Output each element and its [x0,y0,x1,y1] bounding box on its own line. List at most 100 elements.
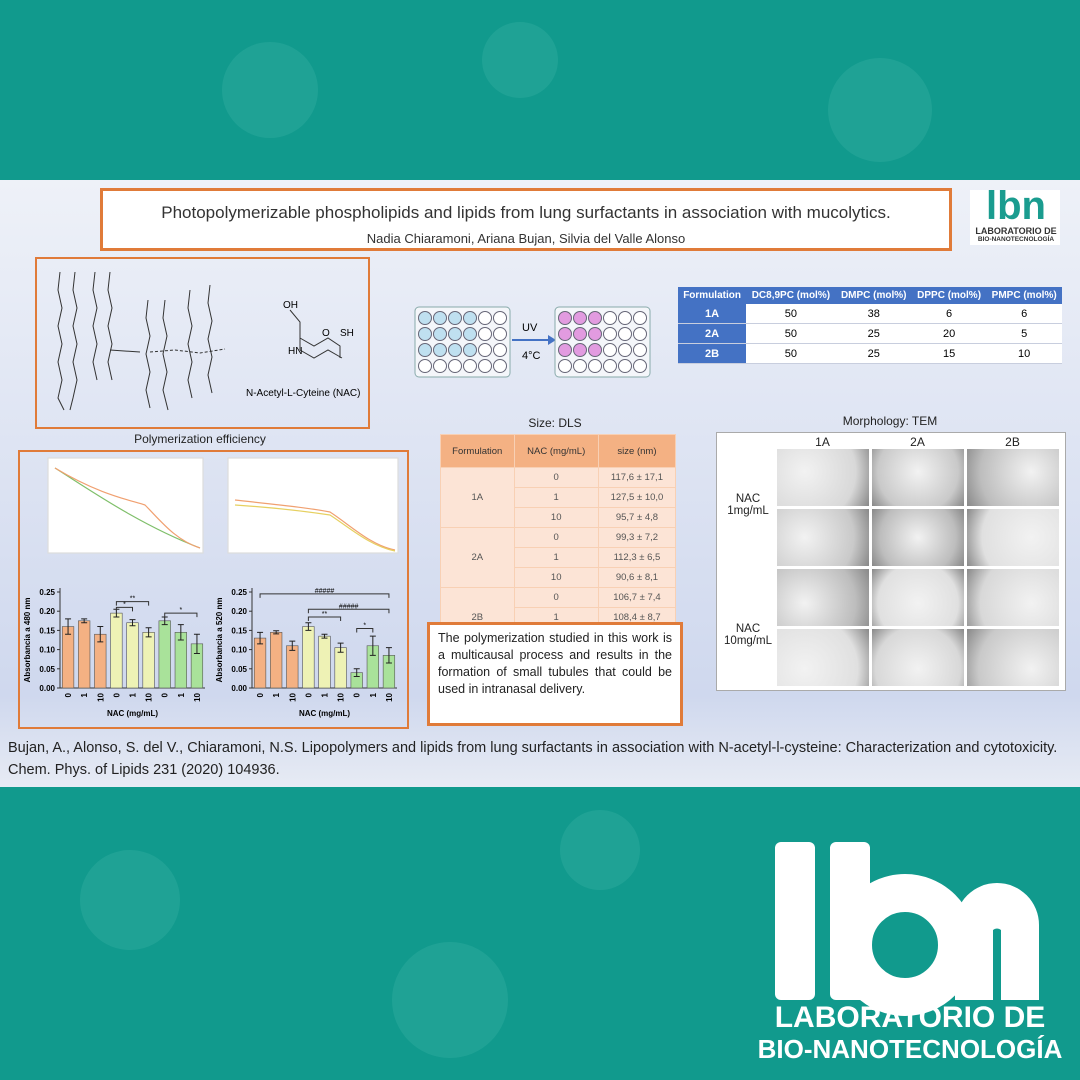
significance-label: ##### [339,603,359,610]
table-cell: 50 [746,304,836,324]
table-cell: 1A [678,304,747,324]
nac-cell: 1 [513,547,599,568]
spectrum-frame [227,457,399,554]
table-cell: 50 [746,323,836,344]
chain [92,271,98,381]
x-axis-label: NAC (mg/mL) [299,709,350,718]
nac-cell: 0 [513,467,599,488]
header-cell: DMPC (mol%) [835,287,912,304]
well [588,343,602,357]
well [433,359,447,373]
y-tick-label: 0.15 [39,626,55,635]
well [478,359,492,373]
logo-line: LABORATORIO DE [975,226,1057,236]
chain [162,299,169,411]
table-cell: 2B [678,343,747,364]
well [478,311,492,325]
well [493,327,507,341]
header-cell: Formulation [440,434,515,468]
tem-image [777,449,869,506]
x-tick-label: 1 [177,692,186,697]
well [463,327,477,341]
column-label: 1A [815,435,830,449]
table-cell: 38 [835,304,912,324]
x-tick-label: 1 [272,692,281,697]
x-tick-label: 0 [112,692,121,697]
plate-condition: 4°C [522,350,541,362]
well [573,343,587,357]
well [603,327,617,341]
well [633,359,647,373]
header-cell: PMPC (mol%) [986,287,1062,304]
error-bar [321,633,328,639]
table-cell: 6 [986,304,1062,324]
header-cell: Formulation [678,287,747,304]
logo-line: BIO-NANOTECNOLOGÍA [977,236,1055,243]
well [433,343,447,357]
tem-image [872,509,964,566]
x-tick-label: 0 [64,692,73,697]
significance-bracket [307,608,390,614]
well [448,343,462,357]
header-row: Formulation DC8,9PC (mol%) DMPC (mol%) DPPC… [678,287,1062,304]
column-label: 2A [910,435,925,449]
x-tick-label: 1 [80,692,89,697]
motif [392,942,508,1058]
section-title: Polymerization efficiency [134,432,266,446]
table-row: 2A 50 25 20 5 [678,323,1062,344]
well [618,343,632,357]
formulation-cell: 2A [440,527,515,588]
error-bar [337,642,344,653]
well [573,327,587,341]
composition-table: Formulation DC8,9PC (mol%) DMPC (mol%) DPPC… [678,287,1062,364]
error-bar [257,631,264,645]
atom: OH [283,300,298,311]
nac-skeleton [289,309,341,358]
size-cell: 106,7 ± 7,4 [597,587,677,608]
well [603,359,617,373]
arrowhead [548,335,556,345]
error-bar [273,630,280,635]
significance-bracket [164,612,198,618]
y-tick-label: 0.10 [39,646,55,655]
conclusion: The polymerization studied in this work … [427,622,683,726]
tem-image [777,509,869,566]
size-cell: 90,6 ± 8,1 [597,567,677,588]
well [493,311,507,325]
chain [187,289,193,399]
molecule-box [35,257,370,429]
well [493,343,507,357]
x-tick-label: 10 [288,692,297,701]
tem-image [967,569,1059,626]
y-axis-label: Absorbancia a 480 nm [23,598,32,683]
motif [80,850,180,950]
well [633,311,647,325]
logo-line: BIO-NANOTECNOLOGÍA [757,1034,1063,1064]
significance-label: * [179,607,182,614]
significance-bracket [115,601,150,606]
well [433,311,447,325]
significance-bracket [259,593,390,598]
error-bar [129,619,136,627]
tem-image [967,509,1059,566]
y-tick-label: 0.00 [231,684,247,693]
title-box: Photopolymerizable phospholipids and lip… [100,188,952,251]
y-tick-label: 0.25 [39,588,55,597]
y-tick-label: 0.15 [231,626,247,635]
motif [560,810,640,890]
x-axis-label: NAC (mg/mL) [107,709,158,718]
well [463,343,477,357]
significance-bracket [307,616,342,621]
formulation-cell: 1A [440,467,515,528]
chain [107,271,113,381]
logo-line: LABORATORIO DE [774,1001,1046,1034]
tem-image [872,629,964,686]
table-cell: 25 [835,323,912,344]
plates [414,306,651,378]
x-tick-label: 1 [321,692,330,697]
x-tick-label: 1 [129,692,138,697]
header-cell: DPPC (mol%) [911,287,987,304]
table-cell: 50 [746,343,836,364]
header-cell: NAC (mg/mL) [513,434,599,468]
table-row: 1 127,5 ± 10,0 [441,487,677,508]
